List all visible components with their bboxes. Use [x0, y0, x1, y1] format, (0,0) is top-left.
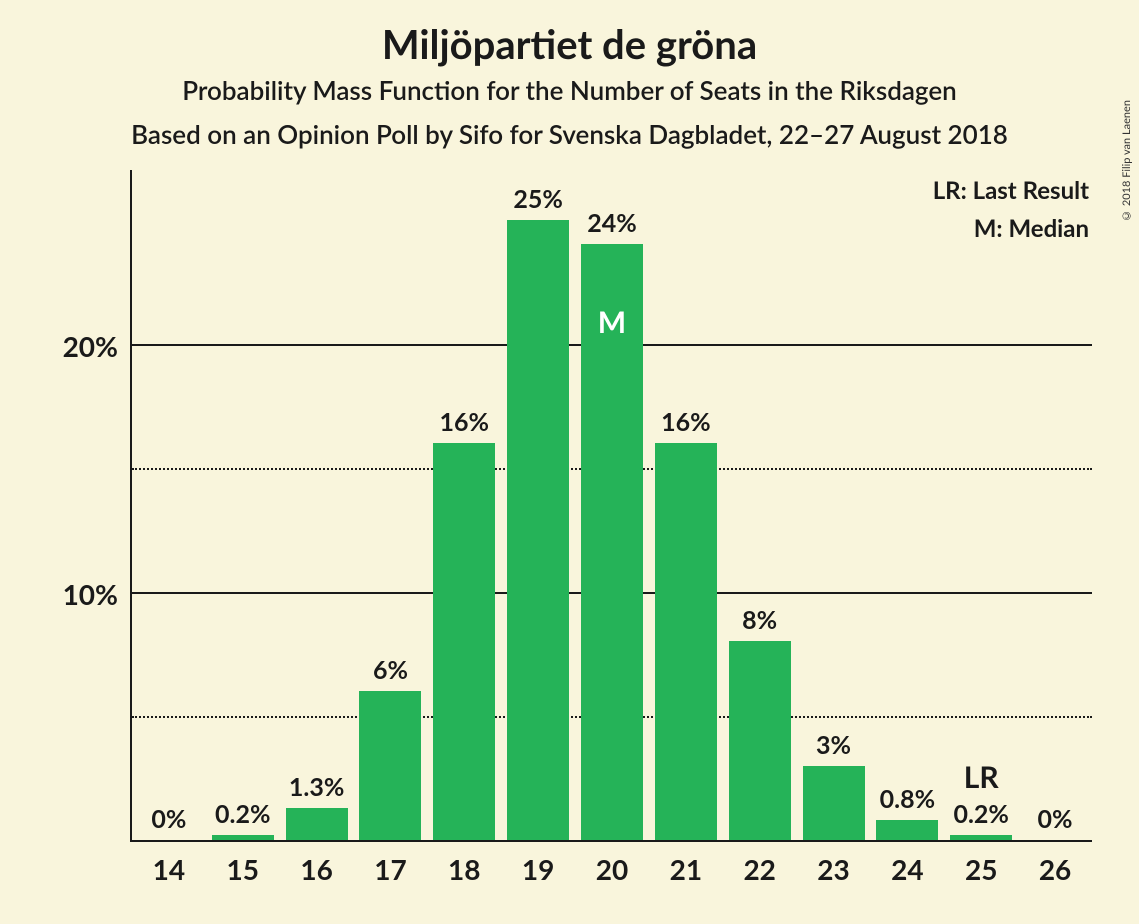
bar-slot: 0.2%LR25 [944, 170, 1018, 840]
bar-slot: 0%14 [132, 170, 206, 840]
bar-value-label: 0.2% [953, 799, 1008, 829]
bar-slot: 3%23 [797, 170, 871, 840]
bar: 0.2%LR [950, 835, 1012, 840]
bar-value-label: 16% [440, 407, 490, 437]
bar-slot: 25%19 [501, 170, 575, 840]
x-axis-label: 25 [965, 852, 997, 886]
y-axis-label: 10% [63, 577, 132, 611]
x-axis-label: 23 [817, 852, 849, 886]
bar-value-label: 0.2% [215, 799, 270, 829]
bar-marker: M [598, 304, 626, 340]
bar: 6% [359, 691, 421, 840]
copyright-text: © 2018 Filip van Laenen [1120, 100, 1133, 222]
bar-value-label: 0.8% [880, 784, 935, 814]
bar-value-label: 24% [587, 208, 637, 238]
x-axis-label: 15 [227, 852, 259, 886]
bar: 16% [433, 443, 495, 840]
x-axis-label: 24 [891, 852, 923, 886]
bar: 24%M [581, 244, 643, 840]
bar-value-label: 8% [742, 605, 777, 635]
x-axis-label: 22 [743, 852, 775, 886]
bar-value-label: 0% [1038, 804, 1073, 834]
bar-slot: 0%26 [1018, 170, 1092, 840]
bar: 3% [803, 766, 865, 840]
bar: 0.8% [876, 820, 938, 840]
bar-value-label: 25% [513, 184, 563, 214]
bar-slot: 8%22 [723, 170, 797, 840]
bar-slot: 16%21 [649, 170, 723, 840]
bar-slot: 24%M20 [575, 170, 649, 840]
bar: 0.2% [212, 835, 274, 840]
bar-value-label: 0% [151, 804, 186, 834]
bar-slot: 6%17 [354, 170, 428, 840]
bar: 8% [729, 641, 791, 840]
x-axis-label: 21 [670, 852, 702, 886]
bar-value-label: 1.3% [289, 772, 344, 802]
x-axis-label: 17 [374, 852, 406, 886]
bar-slot: 0.8%24 [870, 170, 944, 840]
bars: 0%140.2%151.3%166%1716%1825%1924%M2016%2… [132, 170, 1092, 840]
bar: 1.3% [286, 808, 348, 840]
bar: 25% [507, 220, 569, 840]
bar: 16% [655, 443, 717, 840]
x-axis-label: 14 [153, 852, 185, 886]
chart-subtitle-1: Probability Mass Function for the Number… [0, 74, 1139, 106]
x-axis-label: 16 [300, 852, 332, 886]
bar-slot: 16%18 [427, 170, 501, 840]
bar-slot: 1.3%16 [280, 170, 354, 840]
y-axis-label: 20% [63, 329, 132, 363]
bar-slot: 0.2%15 [206, 170, 280, 840]
x-axis-label: 19 [522, 852, 554, 886]
plot-area: 10%20% 0%140.2%151.3%166%1716%1825%1924%… [130, 170, 1092, 842]
bar-value-label: 3% [816, 730, 851, 760]
bar-value-label: 16% [661, 407, 711, 437]
x-axis-label: 26 [1039, 852, 1071, 886]
chart-subtitle-2: Based on an Opinion Poll by Sifo for Sve… [0, 118, 1139, 150]
x-axis-label: 18 [448, 852, 480, 886]
bar-value-label: 6% [373, 655, 408, 685]
x-axis-label: 20 [596, 852, 628, 886]
bar-marker: LR [964, 759, 999, 795]
chart-title: Miljöpartiet de gröna [0, 20, 1139, 68]
